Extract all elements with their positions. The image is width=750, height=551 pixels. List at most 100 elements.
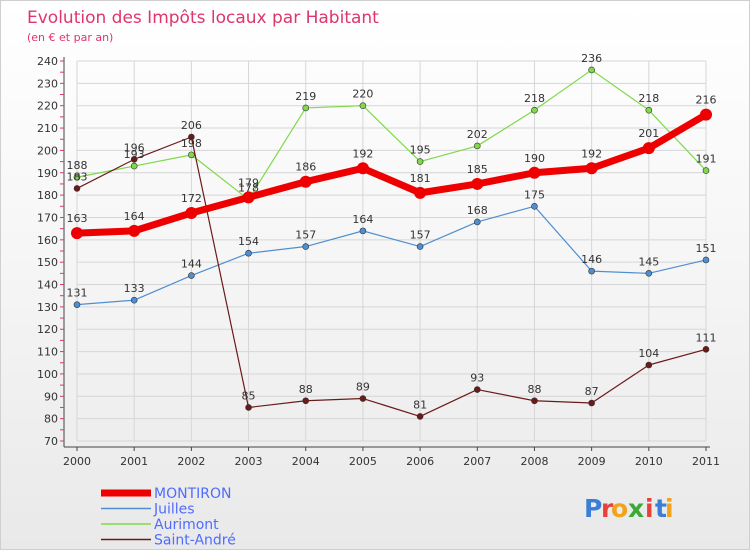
y-tick-label: 80 (44, 413, 58, 426)
data-label-saint-andr: 183 (67, 170, 88, 183)
x-tick-label: 2004 (292, 455, 320, 468)
data-point-saint-andr (245, 404, 252, 411)
data-label-aurimont: 220 (352, 88, 373, 101)
data-point-aurimont (645, 106, 653, 114)
data-point-montiron (528, 166, 541, 179)
logo-letter: t (655, 494, 667, 523)
x-tick-label: 2002 (177, 455, 205, 468)
y-tick-label: 160 (37, 234, 58, 247)
data-point-aurimont (302, 104, 310, 112)
data-point-montiron (299, 175, 312, 188)
data-label-montiron: 185 (467, 163, 488, 176)
data-label-montiron: 190 (524, 152, 545, 165)
legend-label-aurimont: Aurimont (154, 517, 219, 533)
data-point-aurimont (588, 66, 595, 74)
legend-label-juilles: Juilles (153, 502, 195, 518)
data-label-aurimont: 188 (67, 159, 88, 172)
series-line-montiron (73, 111, 710, 237)
data-label-juilles: 154 (238, 235, 259, 248)
data-point-montiron (71, 227, 83, 240)
data-label-juilles: 175 (524, 188, 545, 201)
data-label-montiron: 216 (696, 94, 717, 107)
data-point-saint-andr (473, 386, 481, 393)
y-tick-label: 230 (37, 77, 58, 90)
x-tick-label: 2010 (635, 455, 663, 468)
data-point-juilles (73, 301, 81, 308)
data-label-aurimont: 219 (295, 90, 316, 103)
data-point-aurimont (473, 142, 481, 150)
data-point-montiron (642, 142, 655, 155)
data-point-juilles (359, 227, 367, 235)
data-label-saint-andr: 89 (356, 381, 370, 394)
grid-lines (76, 60, 707, 442)
data-point-montiron (585, 162, 598, 175)
logo-letter: i (665, 494, 674, 523)
data-point-juilles (416, 243, 424, 250)
series-line-juilles (76, 205, 707, 306)
y-tick-label: 110 (37, 346, 58, 359)
legend-label-montiron: MONTIRON (154, 486, 231, 502)
y-tick-label: 180 (37, 189, 58, 202)
data-label-saint-andr: 85 (242, 389, 256, 402)
data-point-aurimont (73, 173, 81, 181)
y-tick-label: 100 (37, 368, 58, 381)
data-point-montiron (414, 186, 427, 199)
x-tick-label: 2007 (463, 455, 491, 468)
data-label-montiron: 192 (352, 147, 373, 160)
logo-letter: r (601, 494, 614, 523)
data-point-saint-andr (531, 397, 538, 405)
data-point-juilles (245, 249, 252, 257)
legend-label-saint-andr: Saint-André (154, 533, 236, 549)
series-line-aurimont (76, 69, 707, 201)
data-label-juilles: 131 (67, 287, 88, 300)
y-tick-label: 120 (37, 323, 58, 336)
data-point-saint-andr (73, 185, 81, 192)
y-tick-label: 140 (37, 279, 58, 292)
data-label-aurimont: 191 (696, 153, 717, 166)
data-label-saint-andr: 88 (527, 383, 541, 396)
y-tick-label: 210 (37, 122, 58, 135)
data-point-montiron (128, 224, 141, 237)
data-label-saint-andr: 93 (470, 372, 484, 385)
chart-subtitle: (en € et par an) (27, 31, 113, 44)
data-label-juilles: 151 (696, 242, 717, 255)
data-label-montiron: 163 (67, 212, 88, 225)
data-label-saint-andr: 81 (413, 398, 427, 411)
data-point-montiron (471, 177, 484, 190)
x-tick-label: 2008 (520, 455, 548, 468)
data-label-montiron: 201 (638, 127, 659, 140)
data-label-montiron: 172 (181, 192, 202, 205)
data-label-aurimont: 195 (410, 144, 431, 157)
data-point-saint-andr (702, 346, 710, 353)
data-label-montiron: 164 (124, 210, 145, 223)
data-label-montiron: 181 (410, 172, 431, 185)
x-tick-label: 2001 (120, 455, 148, 468)
data-point-juilles (188, 272, 195, 279)
data-label-montiron: 179 (238, 176, 259, 189)
x-tick-label: 2006 (406, 455, 434, 468)
data-point-montiron (700, 108, 712, 121)
data-label-aurimont: 198 (181, 137, 202, 150)
data-point-montiron (185, 207, 198, 219)
logo-letter: P (584, 494, 602, 523)
data-point-saint-andr (188, 133, 195, 141)
data-label-aurimont: 202 (467, 128, 488, 141)
y-tick-label: 240 (37, 55, 58, 68)
data-label-juilles: 145 (638, 255, 659, 268)
y-tick-label: 150 (37, 256, 58, 269)
data-label-juilles: 157 (295, 229, 316, 242)
data-label-aurimont: 236 (581, 52, 602, 65)
x-tick-label: 2005 (349, 455, 377, 468)
data-label-juilles: 133 (124, 282, 145, 295)
data-label-juilles: 168 (467, 204, 488, 217)
axes: 7080901001101201301401501601701801902002… (37, 55, 720, 468)
data-point-aurimont (531, 106, 538, 114)
y-tick-label: 220 (37, 100, 58, 113)
logo-letter: x (628, 494, 644, 523)
data-label-saint-andr: 87 (585, 385, 599, 398)
data-point-aurimont (130, 162, 138, 170)
data-label-aurimont: 218 (638, 92, 659, 105)
data-label-juilles: 164 (352, 213, 373, 226)
